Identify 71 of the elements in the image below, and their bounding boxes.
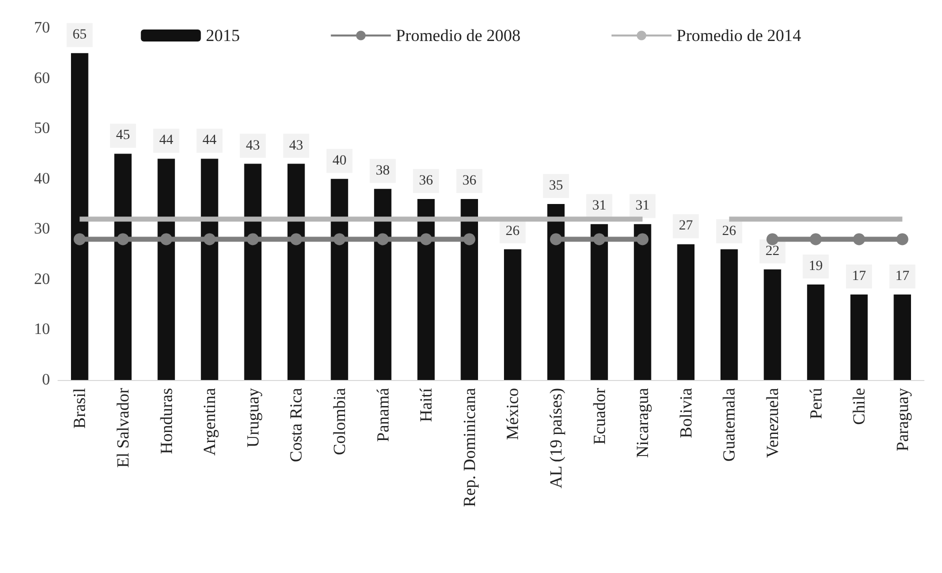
data-label: 43 [246, 138, 260, 154]
data-label: 22 [765, 244, 780, 259]
x-tick-label: Uruguay [243, 388, 262, 448]
y-tick-label: 10 [34, 321, 50, 338]
data-label: 26 [722, 224, 736, 239]
x-tick-label: Chile [850, 388, 869, 425]
legend-label: Promedio de 2014 [676, 26, 802, 45]
x-tick-label: Panamá [373, 388, 392, 442]
legend-label: Promedio de 2008 [396, 26, 521, 45]
bar [764, 269, 782, 380]
bar [70, 53, 88, 380]
bar [460, 198, 478, 380]
bar [807, 284, 824, 380]
data-label: 36 [462, 173, 476, 188]
data-label: 44 [202, 133, 217, 148]
y-tick-label: 60 [34, 70, 50, 87]
data-label: 65 [72, 28, 87, 43]
bar [547, 204, 565, 380]
bar [850, 294, 868, 380]
data-label: 40 [332, 153, 346, 168]
data-label: 31 [636, 198, 650, 214]
data-label: 27 [678, 218, 693, 234]
bar [287, 164, 305, 380]
x-tick-label: El Salvador [113, 388, 132, 468]
data-label: 36 [419, 173, 434, 188]
x-tick-label: Ecuador [590, 388, 609, 445]
x-tick-label: México [503, 388, 522, 440]
x-tick-label: Guatemala [720, 388, 739, 462]
legend-label: 2015 [206, 26, 240, 45]
data-label: 31 [592, 198, 606, 214]
bar [114, 154, 132, 380]
bar [894, 294, 912, 380]
bar [330, 178, 348, 380]
bar [200, 158, 218, 380]
x-tick-label: Argentina [200, 388, 220, 456]
x-tick-label: Colombia [330, 388, 349, 456]
bar [720, 249, 738, 380]
bar [417, 198, 435, 380]
data-label: 17 [895, 269, 910, 284]
bar [244, 164, 262, 380]
bar [374, 188, 392, 380]
y-tick-label: 30 [34, 220, 50, 238]
bar [590, 224, 608, 380]
data-label: 38 [376, 163, 390, 178]
bar [504, 249, 522, 380]
y-tick-label: 40 [34, 170, 50, 188]
y-tick-label: 20 [34, 270, 50, 288]
data-label: 17 [852, 269, 866, 284]
bar [634, 224, 652, 380]
x-tick-label: Brasil [70, 388, 90, 429]
data-label: 43 [289, 138, 304, 154]
x-tick-label: Perú [806, 388, 826, 420]
x-tick-label: Rep. Dominicana [460, 388, 479, 507]
x-tick-label: Costa Rica [286, 388, 306, 462]
y-tick-label: 0 [42, 372, 50, 388]
y-tick-label: 50 [34, 120, 50, 138]
bar [158, 158, 175, 380]
x-tick-label: Bolivia [676, 388, 696, 438]
x-tick-label: Nicaragua [633, 388, 652, 458]
x-tick-label: Haití [416, 388, 436, 422]
data-label: 45 [116, 128, 130, 144]
x-tick-label: Venezuela [762, 388, 782, 458]
y-tick-label: 70 [34, 20, 50, 36]
x-tick-label: Honduras [156, 388, 176, 454]
x-tick-label: AL (19 países) [546, 388, 566, 488]
data-label: 35 [548, 178, 563, 194]
x-tick-label: Paraguay [892, 388, 912, 452]
data-label: 26 [506, 224, 520, 239]
bar [677, 244, 695, 380]
data-label: 44 [159, 133, 174, 148]
data-label: 19 [808, 258, 823, 274]
